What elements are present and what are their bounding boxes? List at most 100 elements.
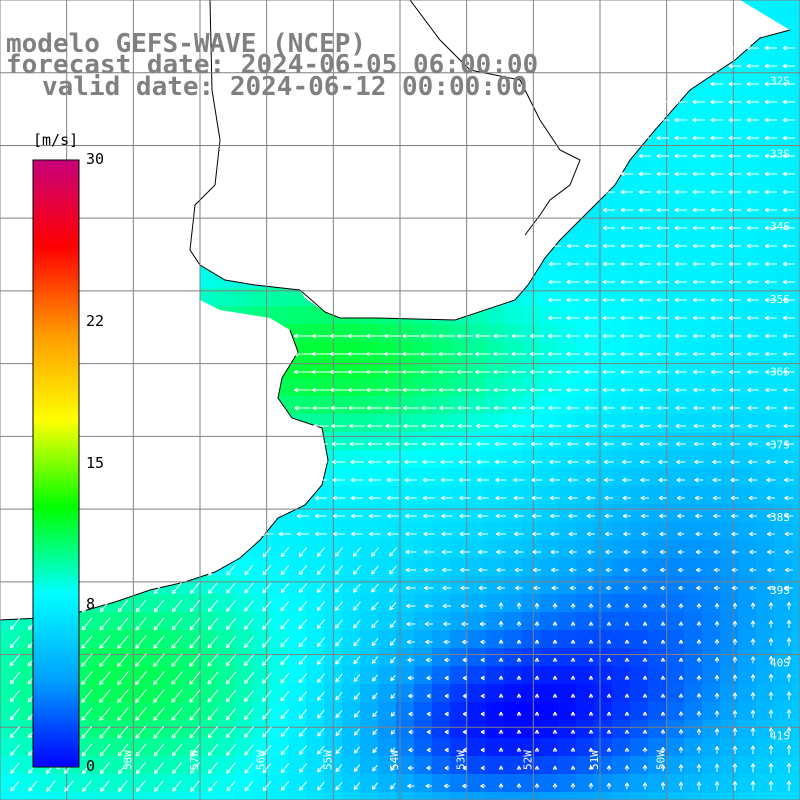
wind-arrow — [620, 189, 633, 195]
speed-cell — [270, 792, 288, 800]
speed-cell — [702, 450, 720, 468]
speed-cell — [432, 756, 450, 774]
wind-arrow — [549, 495, 560, 501]
wind-arrow — [696, 657, 702, 663]
wind-arrow — [316, 637, 326, 647]
wind-arrow — [511, 351, 527, 357]
speed-cell — [702, 108, 720, 126]
speed-cell — [774, 180, 792, 198]
wind-arrow — [676, 459, 686, 465]
speed-cell — [198, 270, 216, 288]
speed-cell — [558, 234, 576, 252]
wind-arrow — [786, 744, 792, 755]
wind-arrow — [711, 441, 722, 447]
wind-arrow — [280, 564, 290, 576]
speed-cell — [702, 540, 720, 558]
wind-arrow — [623, 549, 631, 555]
speed-cell — [396, 666, 414, 684]
speed-cell — [468, 468, 486, 486]
speed-cell — [342, 648, 360, 666]
speed-cell — [144, 738, 162, 756]
speed-cell — [756, 378, 774, 396]
speed-cell — [450, 396, 468, 414]
wind-arrow — [495, 477, 507, 483]
wind-arrow — [366, 387, 384, 393]
wind-arrow — [657, 423, 669, 429]
wind-arrow — [295, 441, 311, 447]
speed-cell — [756, 162, 774, 180]
wind-arrow — [710, 207, 724, 213]
wind-arrow — [552, 657, 558, 662]
speed-cell — [450, 324, 468, 342]
wind-arrows — [9, 45, 795, 792]
speed-cell — [378, 630, 396, 648]
wind-arrow — [189, 762, 200, 774]
wind-arrow — [390, 782, 396, 790]
wind-arrow — [732, 620, 738, 627]
wind-arrow — [746, 117, 760, 123]
speed-cell — [738, 486, 756, 504]
wind-arrow — [692, 171, 706, 177]
speed-cell — [36, 792, 54, 800]
speed-cell — [648, 684, 666, 702]
speed-cell — [792, 540, 800, 558]
speed-cell — [666, 468, 684, 486]
wind-arrow — [566, 243, 579, 249]
speed-cell — [378, 720, 396, 738]
wind-arrow — [712, 477, 722, 483]
wind-arrow — [81, 689, 93, 703]
wind-arrow — [207, 689, 219, 703]
speed-cell — [90, 774, 108, 792]
wind-arrow — [584, 261, 598, 267]
wind-arrow — [768, 638, 774, 646]
speed-cell — [378, 432, 396, 450]
speed-cell — [432, 396, 450, 414]
speed-cell — [702, 648, 720, 666]
speed-cell — [576, 324, 594, 342]
speed-cell — [774, 198, 792, 216]
speed-cell — [612, 774, 630, 792]
wind-arrow — [677, 531, 685, 537]
wind-arrow — [534, 747, 540, 752]
wind-arrow — [494, 459, 507, 465]
wind-arrow — [638, 243, 651, 249]
speed-cell — [540, 540, 558, 558]
speed-cell — [288, 684, 306, 702]
wind-arrow — [767, 567, 775, 573]
speed-cell — [360, 396, 378, 414]
speed-cell — [558, 774, 576, 792]
wind-arrow — [783, 351, 795, 357]
speed-cell — [306, 378, 324, 396]
speed-cell — [702, 522, 720, 540]
speed-cell — [396, 342, 414, 360]
speed-cell — [666, 252, 684, 270]
speed-cell — [288, 288, 306, 306]
speed-cell — [342, 792, 360, 800]
wind-arrow — [678, 693, 684, 699]
speed-cell — [522, 594, 540, 612]
speed-cell — [666, 558, 684, 576]
wind-arrow — [423, 495, 435, 501]
wind-arrow — [660, 657, 666, 662]
wind-arrow — [462, 675, 467, 681]
speed-cell — [108, 720, 126, 738]
wind-arrow — [81, 743, 93, 757]
speed-cell — [270, 666, 288, 684]
wind-arrow — [764, 153, 778, 159]
wind-arrow — [731, 531, 739, 537]
wind-arrow — [442, 585, 452, 591]
speed-cell — [414, 504, 432, 522]
wind-arrow — [135, 707, 147, 721]
wind-arrow — [334, 547, 344, 557]
wind-arrow — [678, 711, 684, 717]
speed-cell — [774, 648, 792, 666]
speed-cell — [756, 108, 774, 126]
colorbar-unit: [m/s] — [33, 131, 79, 149]
wind-arrow — [766, 513, 775, 519]
wind-arrow — [693, 387, 705, 393]
wind-arrow — [660, 639, 666, 644]
wind-arrow — [81, 725, 93, 739]
speed-cell — [756, 648, 774, 666]
wind-arrow — [728, 153, 742, 159]
speed-cell — [252, 594, 270, 612]
